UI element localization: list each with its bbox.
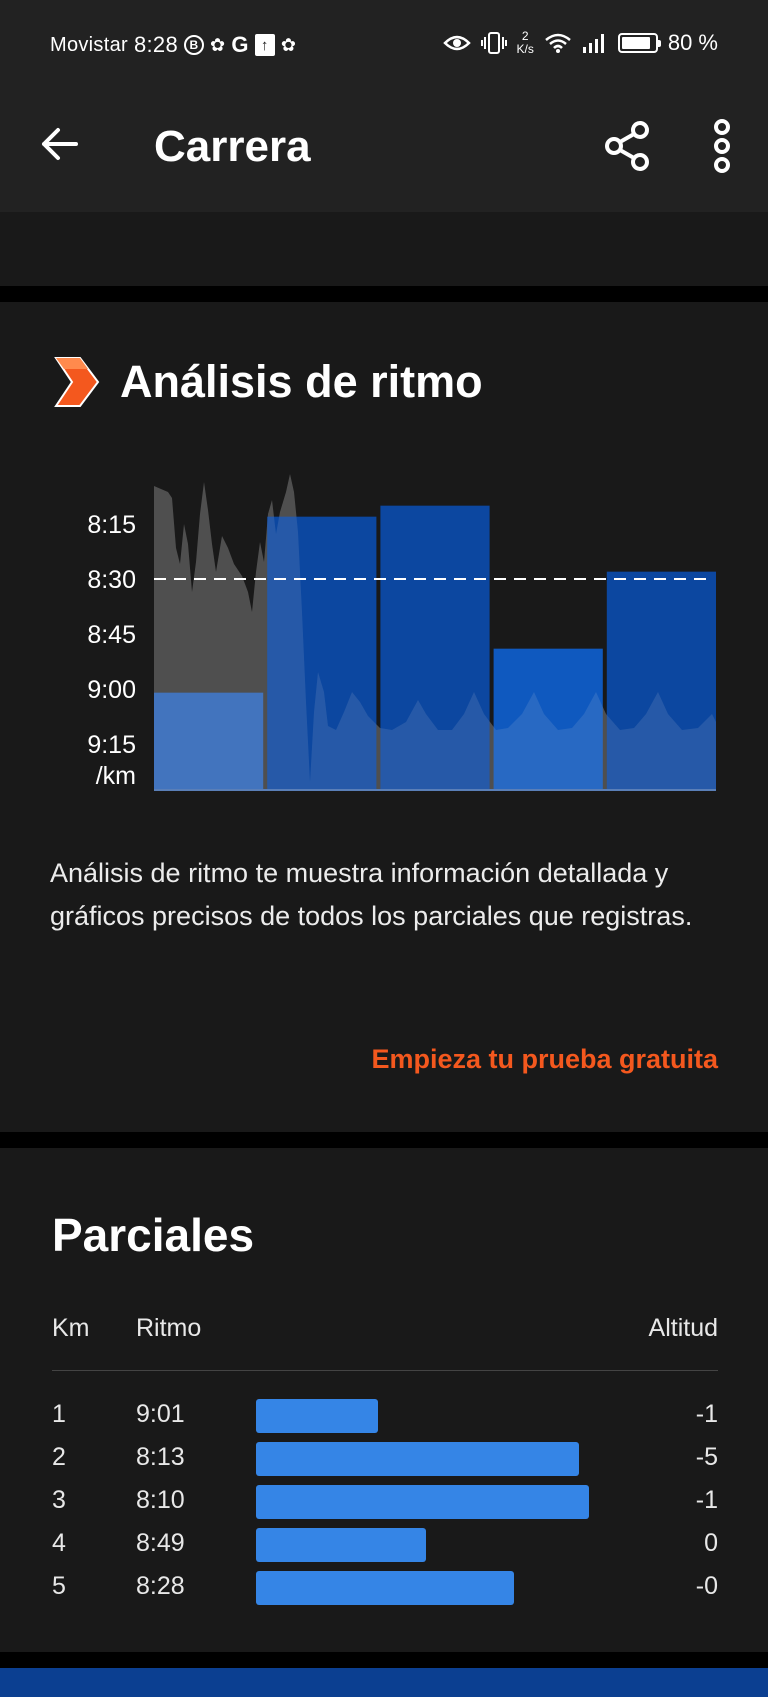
split-km: 1 [52, 1400, 66, 1428]
status-bar: Movistar 8:28 B ✿ G ↑ ✿ 2 K/s 80 % [0, 0, 768, 88]
battery-icon [617, 33, 661, 53]
upload-icon: ↑ [254, 34, 275, 56]
vibrate-icon [480, 31, 507, 55]
split-pace-bar [256, 1528, 426, 1562]
split-row: 2 8:13 -5 [0, 1439, 768, 1479]
header-altitude: Altitud [648, 1314, 718, 1342]
signal-icon [582, 32, 608, 54]
battery-level: 80 % [667, 30, 718, 55]
pace-analysis-header: Análisis de ritmo [52, 356, 483, 408]
y-tick-label: 8:45 [87, 621, 136, 649]
pace-trace-overlay [154, 474, 716, 790]
split-row: 3 8:10 -1 [0, 1482, 768, 1522]
b-badge-icon: B [184, 35, 204, 55]
orange-chevron-icon [54, 357, 100, 407]
share-icon [605, 121, 649, 171]
carrier-name: Movistar [50, 33, 128, 56]
split-pace: 8:49 [136, 1529, 185, 1557]
split-pace-bar [256, 1571, 514, 1605]
split-row: 5 8:28 -0 [0, 1568, 768, 1608]
speed-unit: K/s [516, 42, 534, 56]
split-km: 2 [52, 1443, 66, 1471]
pace-bar-5 [606, 571, 716, 790]
y-tick-label: 9:15 [87, 731, 136, 759]
splits-divider [52, 1370, 718, 1371]
split-km: 3 [52, 1486, 66, 1514]
pace-bar-1 [154, 692, 264, 790]
split-altitude: -0 [695, 1572, 718, 1600]
network-speed: 2 K/s [517, 30, 534, 56]
top-strip [0, 212, 768, 286]
speed-value: 2 [521, 29, 529, 43]
more-vertical-icon [714, 119, 730, 173]
split-altitude: 0 [704, 1529, 718, 1557]
y-unit-label: /km [96, 762, 136, 790]
page-title: Carrera [154, 122, 311, 171]
status-time: 8:28 [133, 32, 178, 57]
split-row: 1 9:01 -1 [0, 1396, 768, 1436]
pace-analysis-title: Análisis de ritmo [120, 356, 483, 407]
split-row: 4 8:49 0 [0, 1525, 768, 1565]
split-pace: 8:28 [136, 1572, 185, 1600]
split-pace: 8:10 [136, 1486, 185, 1514]
more-options-button[interactable] [700, 118, 744, 174]
split-pace-bar [256, 1399, 378, 1433]
google-icon: G [231, 32, 249, 57]
y-tick-label: 8:30 [87, 566, 136, 594]
split-pace: 8:13 [136, 1443, 185, 1471]
split-altitude: -5 [695, 1443, 718, 1471]
split-pace: 9:01 [136, 1400, 185, 1428]
leaf-icon-2: ✿ [280, 34, 297, 55]
status-right: 2 K/s 80 % [442, 30, 718, 56]
free-trial-link[interactable]: Empieza tu prueba gratuita [371, 1044, 718, 1074]
bottom-bar [0, 1668, 768, 1697]
pace-bar-4 [493, 648, 603, 790]
pace-chart: 8:15 8:30 8:45 9:00 9:15/km [87, 474, 716, 791]
eye-icon [442, 33, 471, 53]
split-pace-bar [256, 1442, 579, 1476]
y-tick-label: 9:00 [87, 676, 136, 704]
header-km: Km [52, 1314, 90, 1342]
split-altitude: -1 [695, 1486, 718, 1514]
pace-analysis-card: Análisis de ritmo 8:15 8:30 8:45 9:00 9:15/k… [0, 302, 768, 1132]
share-button[interactable] [600, 118, 656, 174]
splits-title: Parciales [52, 1209, 255, 1261]
pace-analysis-description: Análisis de ritmo te muestra información… [50, 858, 693, 931]
pace-bar-3 [380, 505, 490, 790]
status-left: Movistar 8:28 B ✿ G ↑ ✿ [50, 32, 296, 58]
leaf-icon: ✿ [210, 34, 226, 55]
pace-bar-2 [267, 516, 377, 790]
arrow-left-icon [42, 128, 78, 160]
split-km: 5 [52, 1572, 66, 1600]
splits-card: Parciales Km Ritmo Altitud 1 9:01 -1 2 8:13 -… [0, 1148, 768, 1652]
split-km: 4 [52, 1529, 66, 1557]
y-tick-label: 8:15 [87, 511, 136, 539]
split-altitude: -1 [695, 1400, 718, 1428]
app-bar: Carrera [0, 88, 768, 212]
header-pace: Ritmo [136, 1314, 202, 1342]
split-pace-bar [256, 1485, 589, 1519]
wifi-icon [544, 32, 572, 54]
back-button[interactable] [34, 118, 86, 170]
